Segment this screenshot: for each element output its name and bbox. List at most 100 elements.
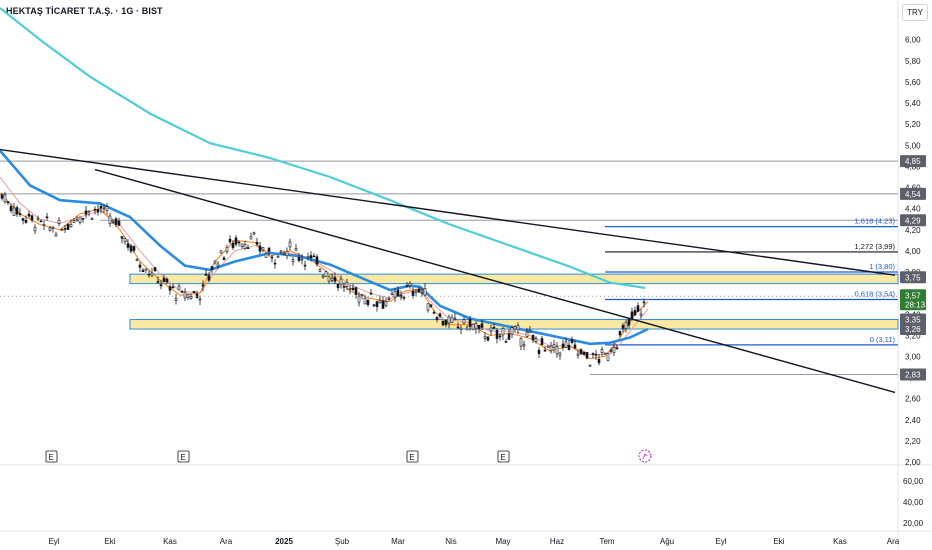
candle-body [444,320,448,326]
candle [192,290,196,294]
candle [174,293,178,305]
candle [162,274,166,283]
candle [81,217,85,223]
candle [69,219,73,228]
y-tick-label: 2,20 [905,437,921,446]
candle-body [480,323,484,328]
candle [417,286,421,294]
candle-body [321,275,325,278]
candle [201,280,205,292]
candle [129,243,133,254]
candle-body [351,287,355,291]
candle-body [327,276,331,282]
fib-label: 0,618 (3,54) [855,289,896,298]
y-tick-label: 6,00 [905,36,921,45]
candle [309,251,313,262]
candle-body [636,305,640,312]
candle [468,315,472,331]
x-tick-label: Mar [391,537,405,546]
candle-body [573,344,577,349]
candle-body [129,245,133,252]
candle-body [228,238,232,243]
candle-body [219,250,223,254]
candle [555,342,559,358]
candle-body [171,286,175,289]
candle [270,254,274,263]
candle [117,217,121,227]
candle-body [519,338,523,347]
candle [627,317,631,329]
candle [621,322,625,333]
candle [591,352,595,359]
candle [171,283,175,289]
candle-body [468,318,472,327]
candle [87,210,91,217]
candle-body [126,243,130,248]
candle-body [282,252,286,255]
candle-body [432,311,436,314]
candle-body [120,236,124,239]
y-tick-label: 2,40 [905,416,921,425]
candle [3,191,7,204]
candle [453,313,457,321]
candle-body [45,216,49,219]
candle-body [3,194,7,202]
level-badge [900,368,926,381]
candle [204,269,208,276]
candle-body [252,232,256,235]
currency-button[interactable]: TRY [902,4,928,21]
candle-body [117,220,121,226]
candle [144,268,148,273]
candle [141,268,145,272]
candle-body [561,343,565,348]
level-badge-label: 3,26 [905,325,921,334]
candle-body [39,220,43,223]
candle [492,323,496,330]
candle-body [270,256,274,259]
candle [72,218,76,223]
candle [276,255,280,258]
candle-body [72,220,76,223]
candle [483,332,487,342]
candle [12,202,16,217]
y-tick-label: 5,40 [905,99,921,108]
level-badge [900,214,926,227]
candle-body [198,298,202,301]
candle [438,312,442,319]
candle [315,254,319,267]
candle-body [414,290,418,293]
candle-body [255,241,259,245]
candle [444,319,448,328]
candle-body [585,352,589,359]
chart-title: HEKTAŞ TİCARET T.A.Ş. · 1G · BIST [6,6,163,16]
candle-body [396,289,400,297]
candle-body [273,262,277,265]
candle-body [240,243,244,247]
current-price-label: 3,57 [905,291,921,300]
candle [426,303,430,313]
candle-body [495,330,499,339]
candle [99,203,103,214]
candle-body [600,349,604,353]
candle [345,278,349,291]
candle-body [249,236,253,240]
candle-body [483,336,487,339]
earnings-event-icon: E [45,450,58,463]
candle-body [174,298,178,301]
candle [27,210,31,219]
candle-body [225,246,229,252]
candle-body [510,327,514,335]
candle [54,231,58,237]
candle [618,330,622,338]
x-tick-label: Nis [445,537,457,546]
candle [540,336,544,346]
candle [558,351,562,360]
candle [408,281,412,289]
candle [231,239,235,250]
candle-body [624,321,628,329]
candle [294,243,298,252]
candle-body [6,201,10,203]
candle-body [582,352,586,355]
candle-body [441,320,445,326]
